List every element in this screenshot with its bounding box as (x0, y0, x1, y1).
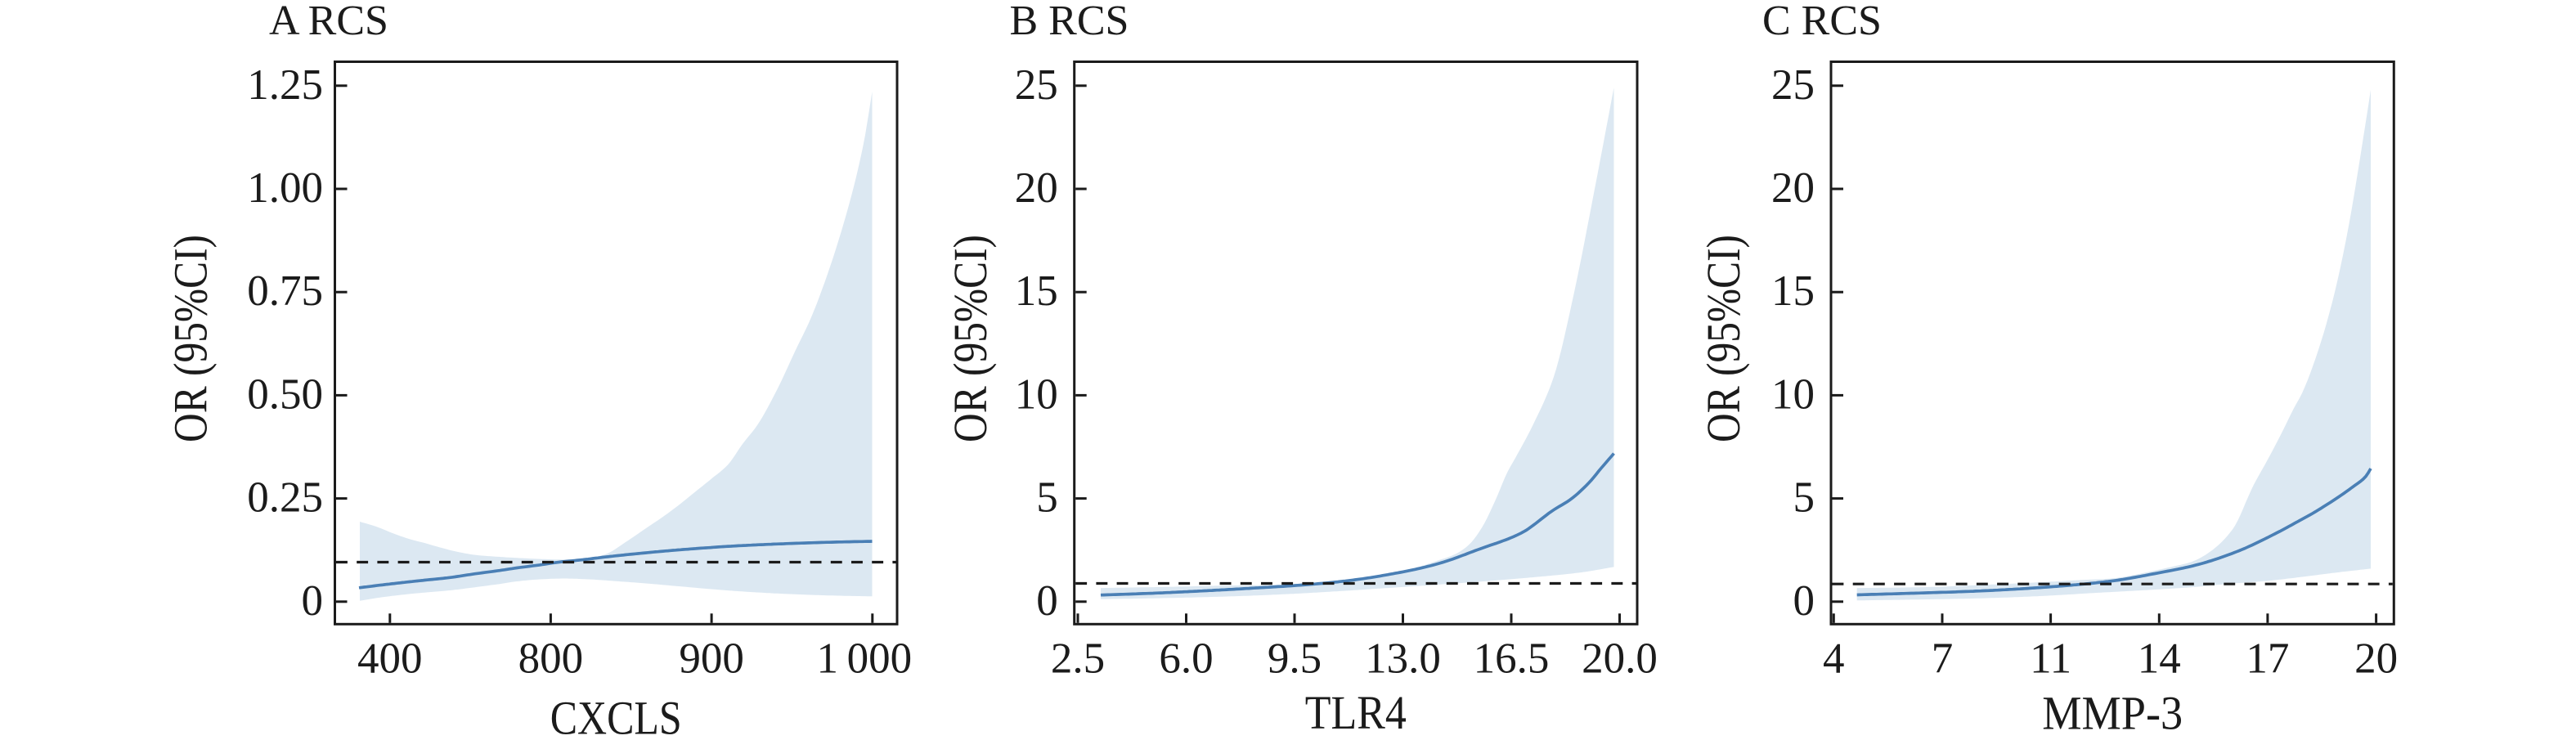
svg-text:900: 900 (679, 635, 744, 683)
svg-text:16.5: 16.5 (1474, 635, 1550, 683)
svg-text:25: 25 (1771, 61, 1815, 109)
svg-text:TLR4: TLR4 (1305, 686, 1407, 739)
svg-text:A RCS: A RCS (269, 0, 388, 44)
svg-text:5: 5 (1036, 474, 1058, 522)
svg-text:17: 17 (2246, 635, 2289, 683)
svg-text:15: 15 (1771, 267, 1815, 315)
svg-text:CXCLS: CXCLS (550, 692, 682, 745)
svg-text:0: 0 (1793, 577, 1815, 625)
svg-text:6.0: 6.0 (1159, 635, 1213, 683)
svg-text:OR (95%CI): OR (95%CI) (1697, 235, 1750, 442)
svg-text:5: 5 (1793, 474, 1815, 522)
svg-text:15: 15 (1015, 267, 1058, 315)
svg-text:20: 20 (2354, 635, 2398, 683)
svg-text:0: 0 (302, 577, 324, 625)
svg-text:10: 10 (1015, 370, 1058, 418)
svg-text:C RCS: C RCS (1762, 0, 1882, 44)
svg-text:0.25: 0.25 (247, 474, 323, 522)
svg-text:2.5: 2.5 (1051, 635, 1105, 683)
svg-text:800: 800 (518, 635, 584, 683)
svg-text:11: 11 (2030, 635, 2071, 683)
svg-text:400: 400 (357, 635, 423, 683)
svg-text:20.0: 20.0 (1582, 635, 1658, 683)
svg-text:0.75: 0.75 (247, 267, 323, 315)
svg-text:20: 20 (1015, 164, 1058, 212)
svg-text:9.5: 9.5 (1268, 635, 1322, 683)
svg-text:0.50: 0.50 (247, 370, 323, 418)
svg-text:OR (95%CI): OR (95%CI) (944, 235, 997, 442)
svg-text:B RCS: B RCS (1010, 0, 1129, 44)
svg-text:14: 14 (2138, 635, 2181, 683)
svg-text:25: 25 (1015, 61, 1058, 109)
svg-text:13.0: 13.0 (1365, 635, 1441, 683)
svg-text:4: 4 (1823, 635, 1845, 683)
svg-text:MMP-3: MMP-3 (2042, 687, 2183, 740)
svg-text:0: 0 (1036, 577, 1058, 625)
svg-text:7: 7 (1932, 635, 1954, 683)
svg-text:1.25: 1.25 (247, 61, 323, 109)
svg-text:1 000: 1 000 (816, 635, 912, 683)
svg-text:10: 10 (1771, 370, 1815, 418)
svg-text:20: 20 (1771, 164, 1815, 212)
svg-text:OR (95%CI): OR (95%CI) (164, 235, 218, 442)
svg-text:1.00: 1.00 (247, 164, 323, 212)
